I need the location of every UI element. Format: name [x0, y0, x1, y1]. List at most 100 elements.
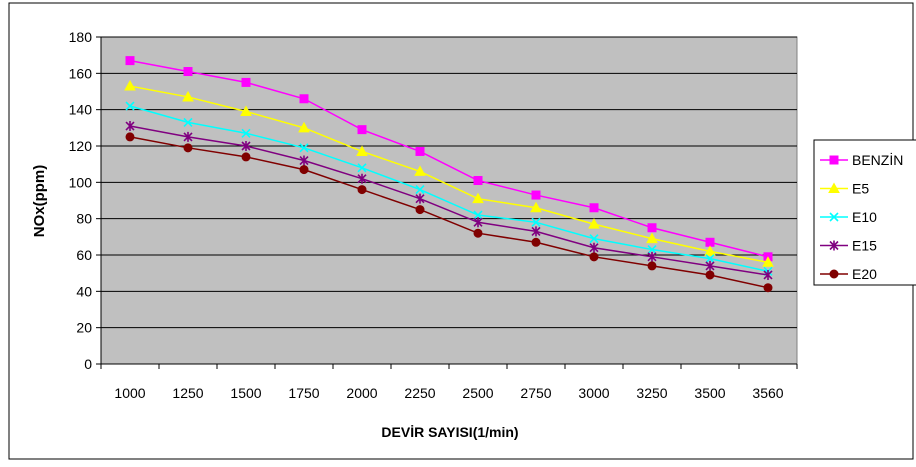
legend-label: BENZİN [852, 151, 903, 168]
series-line [129, 125, 769, 276]
data-point [646, 232, 658, 244]
x-tick-label: 1500 [230, 385, 261, 401]
x-tick-label: 1000 [114, 385, 145, 401]
data-point [589, 252, 599, 262]
y-tick-label: 140 [69, 102, 93, 118]
data-point [647, 244, 657, 255]
x-tick-label: 2500 [462, 385, 493, 401]
legend-entry: BENZİN [820, 151, 903, 168]
gridlines [101, 36, 797, 329]
data-point [357, 163, 367, 173]
y-tick-label: 60 [76, 247, 92, 263]
data-point [356, 145, 368, 156]
data-point [125, 121, 135, 132]
x-tick-label: 1750 [288, 385, 319, 401]
data-point [705, 270, 715, 280]
data-point [298, 121, 310, 133]
data-point [589, 203, 599, 213]
x-tick-label: 3560 [752, 385, 783, 401]
data-point [357, 125, 367, 135]
data-point [415, 146, 425, 156]
data-point [240, 105, 252, 116]
legend-label: E10 [852, 209, 877, 225]
y-tick-label: 20 [76, 320, 92, 336]
data-point [241, 128, 251, 138]
series-e15 [125, 121, 773, 280]
data-point [473, 210, 483, 220]
legend-marker [829, 269, 839, 279]
data-point [183, 67, 193, 77]
y-tick-label: 180 [69, 29, 93, 45]
y-tick-label: 80 [76, 211, 92, 227]
x-tick-label: 2250 [404, 385, 435, 401]
legend-label: E20 [852, 266, 877, 282]
data-point [531, 226, 541, 237]
data-point [241, 141, 251, 151]
data-point [705, 237, 715, 247]
x-tick-label: 2750 [520, 385, 551, 401]
legend: BENZİN E5 E10 E15 E20 [820, 151, 903, 282]
data-point [183, 143, 193, 153]
series-line [129, 136, 769, 289]
series-e5 [124, 80, 774, 267]
x-tick-label: 3000 [578, 385, 609, 401]
data-point [531, 217, 541, 227]
legend-entry: E10 [820, 209, 877, 225]
data-point [415, 185, 425, 195]
y-tick-label: 0 [84, 356, 92, 372]
data-point [472, 192, 484, 204]
y-tick-label: 100 [69, 174, 93, 190]
data-point [588, 218, 600, 229]
data-point [589, 234, 599, 244]
data-point [762, 256, 774, 267]
data-point [763, 269, 773, 280]
data-point [125, 101, 135, 111]
data-point [241, 77, 251, 87]
legend-marker [829, 155, 839, 165]
series-benzi̇n [125, 56, 773, 262]
data-point [531, 190, 541, 200]
data-point [473, 217, 483, 228]
data-point [125, 56, 135, 66]
y-axis-title: NOx(ppm) [31, 165, 48, 238]
legend-marker [829, 240, 839, 251]
data-point [647, 223, 657, 233]
data-point [183, 131, 193, 142]
data-point [531, 237, 541, 247]
y-tick-label: 160 [69, 65, 93, 81]
data-point [705, 254, 715, 264]
x-axis-title: DEVİR SAYISI(1/min) [381, 424, 518, 440]
data-point [299, 155, 309, 166]
data-point [299, 165, 309, 175]
data-point [299, 143, 309, 153]
y-tick-label: 120 [69, 138, 93, 154]
legend-marker [828, 182, 840, 193]
legend-label: E5 [852, 181, 869, 197]
y-tick-label: 40 [76, 283, 92, 299]
x-tick-label: 1250 [172, 385, 203, 401]
data-point [704, 245, 716, 256]
data-point [705, 260, 715, 271]
series-e20 [125, 132, 773, 293]
x-tick-label: 3250 [636, 385, 667, 401]
data-point [241, 152, 251, 162]
data-point [763, 283, 773, 293]
data-point [589, 242, 599, 253]
x-tick-label: 3500 [694, 385, 725, 401]
data-point [124, 80, 136, 91]
data-point [647, 261, 657, 271]
data-point [183, 117, 193, 127]
series-line [129, 59, 769, 258]
data-point [473, 176, 483, 186]
x-tick-label: 2000 [346, 385, 377, 401]
series-lines [124, 56, 774, 293]
data-point [357, 185, 367, 195]
legend-marker [829, 212, 839, 222]
legend-entry: E20 [820, 266, 877, 282]
plot-area [100, 36, 798, 365]
data-point [415, 193, 425, 204]
legend-entry: E15 [820, 238, 877, 254]
series-line [129, 85, 769, 264]
